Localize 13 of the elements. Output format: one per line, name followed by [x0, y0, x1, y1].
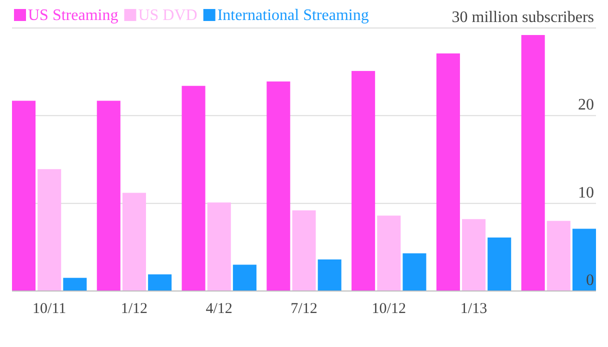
- x-tick-label: 1/12: [120, 301, 148, 317]
- y-tick-label: 10: [578, 184, 594, 202]
- x-tick-label: 7/12: [290, 301, 318, 317]
- y-tick-label: 0: [586, 272, 594, 289]
- y-tick-label: 20: [578, 96, 594, 114]
- legend-label: International Streaming: [217, 7, 369, 24]
- x-tick-label: 10/11: [32, 301, 66, 317]
- legend-label: US DVD: [138, 7, 198, 24]
- y-tick-label: 30 million subscribers: [452, 9, 594, 26]
- x-tick-label: 4/12: [206, 301, 232, 317]
- x-tick-label: 1/13: [460, 301, 488, 317]
- x-tick-label: 10/12: [372, 301, 406, 317]
- legend-label: US Streaming: [28, 7, 118, 24]
